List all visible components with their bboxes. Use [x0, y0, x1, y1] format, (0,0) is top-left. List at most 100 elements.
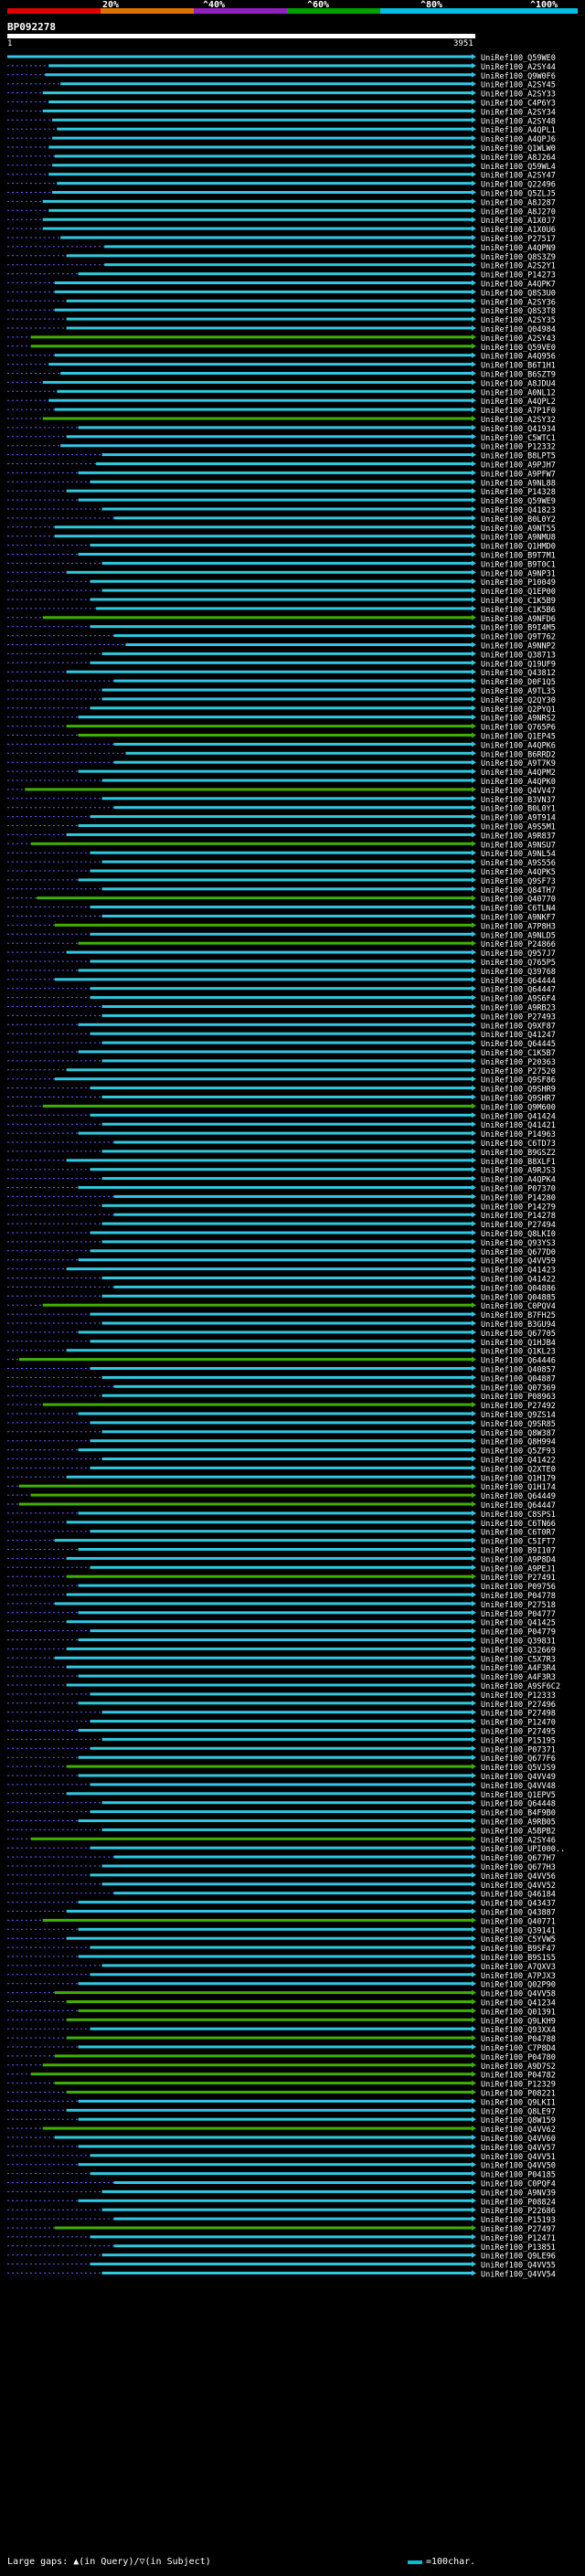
- hit-row[interactable]: UniRef100_Q4VV60: [7, 2135, 556, 2144]
- hit-label[interactable]: UniRef100_P07371: [481, 1745, 556, 1754]
- hit-label[interactable]: UniRef100_P12332: [481, 443, 556, 452]
- hit-label[interactable]: UniRef100_P15193: [481, 2216, 556, 2225]
- hit-bar[interactable]: [90, 1565, 473, 1569]
- hit-bar[interactable]: [66, 1593, 473, 1596]
- hit-bar[interactable]: [101, 1321, 473, 1325]
- hit-label[interactable]: UniRef100_UPI000..: [481, 1845, 565, 1854]
- hit-row[interactable]: UniRef100_A9NFD6: [7, 614, 556, 624]
- hit-bar[interactable]: [54, 2136, 473, 2139]
- hit-label[interactable]: UniRef100_P08963: [481, 1393, 556, 1402]
- hit-bar[interactable]: [90, 1746, 473, 1750]
- hit-label[interactable]: UniRef100_Q46184: [481, 1891, 556, 1900]
- hit-bar[interactable]: [113, 760, 473, 764]
- hit-row[interactable]: UniRef100_Q40857: [7, 1365, 556, 1375]
- hit-bar[interactable]: [66, 1620, 473, 1624]
- hit-row[interactable]: UniRef100_Q4VV56: [7, 1871, 556, 1882]
- hit-label[interactable]: UniRef100_A4QPM2: [481, 769, 556, 778]
- hit-label[interactable]: UniRef100_Q4VV50: [481, 2162, 556, 2171]
- hit-row[interactable]: UniRef100_Q38713: [7, 651, 556, 660]
- hit-bar[interactable]: [90, 1783, 473, 1786]
- hit-row[interactable]: UniRef100_P27495: [7, 1727, 556, 1737]
- hit-bar[interactable]: [48, 208, 473, 212]
- hit-bar[interactable]: [78, 1050, 473, 1054]
- hit-bar[interactable]: [101, 2253, 473, 2257]
- hit-row[interactable]: UniRef100_Q2XTE0: [7, 1465, 556, 1474]
- hit-bar[interactable]: [52, 136, 473, 140]
- hit-label[interactable]: UniRef100_A9NKF7: [481, 914, 556, 923]
- hit-label[interactable]: UniRef100_Q4VV58: [481, 1990, 556, 1999]
- hit-label[interactable]: UniRef100_Q38713: [481, 651, 556, 660]
- hit-bar[interactable]: [48, 398, 473, 402]
- hit-bar[interactable]: [90, 1810, 473, 1814]
- hit-label[interactable]: UniRef100_B3VN37: [481, 796, 556, 805]
- hit-bar[interactable]: [90, 932, 473, 936]
- hit-label[interactable]: UniRef100_Q43887: [481, 1909, 556, 1918]
- hit-row[interactable]: UniRef100_P14279: [7, 1203, 556, 1212]
- hit-bar[interactable]: [78, 716, 473, 719]
- hit-bar[interactable]: [101, 1394, 473, 1397]
- hit-label[interactable]: UniRef100_P27496: [481, 1701, 556, 1710]
- hit-label[interactable]: UniRef100_Q04984: [481, 325, 556, 334]
- hit-row[interactable]: UniRef100_P24866: [7, 940, 556, 949]
- hit-bar[interactable]: [90, 851, 473, 854]
- hit-row[interactable]: UniRef100_B3GU94: [7, 1320, 556, 1330]
- hit-bar[interactable]: [78, 2009, 473, 2012]
- hit-row[interactable]: UniRef100_A4QPL1: [7, 126, 556, 135]
- hit-label[interactable]: UniRef100_P27498: [481, 1710, 556, 1719]
- hit-bar[interactable]: [54, 1077, 473, 1081]
- hit-row[interactable]: UniRef100_P10049: [7, 578, 556, 588]
- hit-row[interactable]: UniRef100_A2SY36: [7, 298, 556, 307]
- hit-row[interactable]: UniRef100_P27517: [7, 235, 556, 244]
- hit-bar[interactable]: [66, 1683, 473, 1687]
- hit-bar[interactable]: [54, 308, 473, 312]
- hit-row[interactable]: UniRef100_A9PFW7: [7, 470, 556, 479]
- hit-bar[interactable]: [101, 1458, 473, 1460]
- hit-bar[interactable]: [78, 2099, 473, 2103]
- hit-bar[interactable]: [101, 1203, 473, 1207]
- hit-bar[interactable]: [90, 959, 473, 963]
- hit-label[interactable]: UniRef100_Q64444: [481, 977, 556, 986]
- hit-bar[interactable]: [54, 154, 473, 158]
- hit-label[interactable]: UniRef100_C1K5B6: [481, 606, 556, 615]
- hit-bar[interactable]: [66, 1765, 473, 1768]
- hit-row[interactable]: UniRef100_A9NKF7: [7, 913, 556, 923]
- hit-bar[interactable]: [66, 1521, 473, 1524]
- hit-row[interactable]: UniRef100_P27498: [7, 1709, 556, 1719]
- hit-label[interactable]: UniRef100_A2SY34: [481, 108, 556, 117]
- hit-bar[interactable]: [90, 2027, 473, 2030]
- hit-label[interactable]: UniRef100_Q59WE9: [481, 497, 556, 506]
- hit-label[interactable]: UniRef100_P12333: [481, 1691, 556, 1701]
- hit-label[interactable]: UniRef100_Q9W0F6: [481, 72, 556, 81]
- hit-row[interactable]: UniRef100_B6RRD2: [7, 750, 556, 759]
- hit-row[interactable]: UniRef100_Q9ZS14: [7, 1411, 556, 1420]
- hit-row[interactable]: UniRef100_A2SY34: [7, 108, 556, 117]
- hit-row[interactable]: UniRef100_P07371: [7, 1745, 556, 1754]
- hit-bar[interactable]: [57, 389, 473, 393]
- hit-row[interactable]: UniRef100_A4QPK0: [7, 778, 556, 787]
- hit-row[interactable]: UniRef100_Q765P6: [7, 723, 556, 733]
- hit-row[interactable]: UniRef100_A9R837: [7, 832, 556, 841]
- hit-row[interactable]: UniRef100_B6T1H1: [7, 361, 556, 371]
- hit-bar[interactable]: [90, 1367, 473, 1370]
- hit-bar[interactable]: [66, 725, 473, 728]
- hit-row[interactable]: UniRef100_A9NRS2: [7, 714, 556, 724]
- hit-bar[interactable]: [66, 254, 473, 258]
- hit-row[interactable]: UniRef100_B3VN37: [7, 795, 556, 805]
- hit-label[interactable]: UniRef100_A9S5M1: [481, 823, 556, 832]
- hit-bar[interactable]: [101, 1150, 473, 1153]
- hit-row[interactable]: UniRef100_Q8S3U0: [7, 289, 556, 298]
- hit-row[interactable]: UniRef100_Q64448: [7, 1799, 556, 1809]
- hit-label[interactable]: UniRef100_Q4VV47: [481, 787, 556, 796]
- hit-row[interactable]: UniRef100_A9NNP2: [7, 641, 556, 652]
- hit-row[interactable]: UniRef100_A2SY47: [7, 171, 556, 181]
- hit-row[interactable]: UniRef100_Q9LKI1: [7, 2098, 556, 2107]
- hit-bar[interactable]: [66, 1267, 473, 1271]
- hit-row[interactable]: UniRef100_A9TL35: [7, 687, 556, 696]
- hit-row[interactable]: UniRef100_Q5ZF93: [7, 1447, 556, 1457]
- hit-bar[interactable]: [42, 1104, 473, 1108]
- hit-row[interactable]: UniRef100_B8LPT5: [7, 451, 556, 461]
- hit-bar[interactable]: [90, 625, 473, 629]
- hit-bar[interactable]: [66, 832, 473, 836]
- hit-label[interactable]: UniRef100_P27491: [481, 1574, 556, 1583]
- hit-label[interactable]: UniRef100_A9SF6C2: [481, 1682, 560, 1691]
